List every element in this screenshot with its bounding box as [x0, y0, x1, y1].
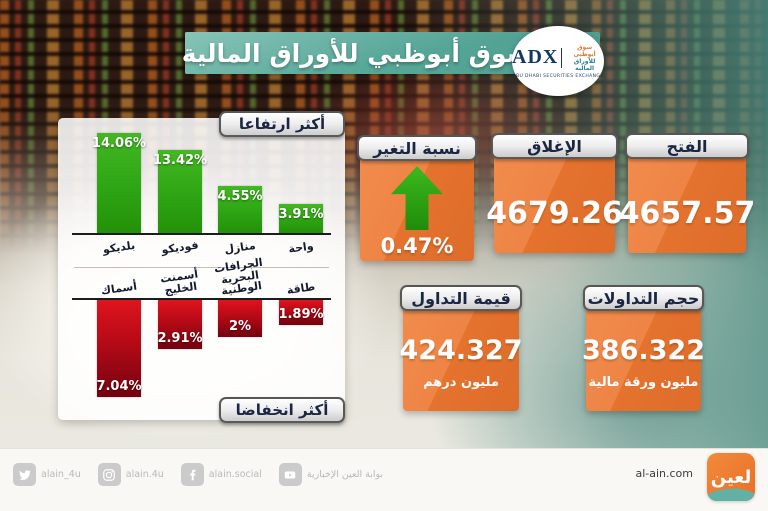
social-row: alain_4u alain.4u alain.social بوابة الع… [13, 463, 400, 486]
trade-value-unit: مليون درهم [423, 375, 499, 390]
website-link[interactable]: al-ain.com [635, 467, 693, 480]
loser-bar-0: 7.04% [96, 300, 142, 397]
bar-value-label: 2.91% [157, 331, 203, 346]
social-instagram[interactable]: alain.4u [97, 463, 164, 486]
trade-volume-box: حجم التداولات 386.322 مليون ورقة مالية [582, 285, 705, 411]
gainer-bar-0: 14.06% [92, 133, 146, 233]
gainer-bar-1: 13.42% [153, 150, 207, 233]
category-label-3: واحة [287, 239, 315, 256]
twitter-handle: alain_4u [41, 469, 81, 480]
up-arrow-icon [391, 166, 443, 230]
bar-value-label: 13.42% [152, 153, 208, 168]
bar-value-label: 14.06% [91, 136, 147, 151]
trade-value-box: قيمة التداول 424.327 مليون درهم [400, 285, 523, 411]
change-box: نسبة التغير 0.47% [357, 135, 477, 261]
page-title: سوق أبوظبي للأوراق المالية [181, 38, 532, 68]
panel-divider [74, 267, 329, 268]
losers-category-labels: أسماك أسمنت الخليج الجرافات البحرية الوطني… [72, 255, 331, 297]
loser-bar-1: 2.91% [157, 300, 203, 349]
adx-abbr: ADX [512, 46, 559, 68]
gainer-bar-3: 3.91% [278, 204, 324, 233]
footer-bar: alain_4u alain.4u alain.social بوابة الع… [0, 448, 768, 511]
open-body: 4657.57 [619, 156, 755, 253]
category-label-3: طاقة [286, 279, 316, 297]
close-label: الإغلاق [491, 133, 618, 159]
open-box: الفتح 4657.57 [619, 133, 755, 253]
loser-bar-2: 2% [218, 300, 262, 337]
losers-chart: 7.04% 2.91% 2% 1.89% [72, 298, 331, 400]
gainers-chart: 14.06% 13.42% 4.55% 3.91% [72, 133, 331, 235]
youtube-icon [278, 463, 302, 486]
adx-logo-row: ADX سوق أبوظبي للأوراق المالية [512, 44, 604, 72]
facebook-icon [180, 463, 204, 486]
adx-divider [561, 47, 563, 68]
change-body: 0.47% [360, 158, 474, 261]
trade-value-body: 424.327 مليون درهم [400, 308, 523, 411]
facebook-handle: alain.social [208, 469, 262, 480]
alain-brand-text: لعين [710, 466, 752, 488]
movers-panel: أكثر ارتفاعا 14.06% 13.42% 4.55% 3.91% بلدي… [58, 111, 345, 423]
trade-value-number: 424.327 [399, 335, 523, 366]
gainers-title: أكثر ارتفاعا [219, 111, 345, 137]
losers-title: أكثر انخفاضا [219, 397, 345, 423]
bar-value-label: 7.04% [96, 379, 142, 394]
instagram-icon [97, 463, 121, 486]
adx-subtext: ABU DHABI SECURITIES EXCHANGE [512, 73, 604, 79]
alain-logo: لعين [707, 453, 755, 501]
close-body: 4679.26 [486, 156, 623, 253]
youtube-handle: بوابة العين الإخبارية [306, 469, 384, 480]
adx-arabic-text: سوق أبوظبي للأوراق المالية [573, 43, 596, 72]
close-value: 4679.26 [486, 196, 623, 231]
loser-bar-3: 1.89% [278, 300, 324, 325]
twitter-icon [13, 463, 36, 486]
gainers-category-labels: بلديكو فوديكو منازل واحة [72, 237, 331, 263]
bar-value-label: 1.89% [278, 307, 324, 322]
trade-volume-label: حجم التداولات [583, 285, 704, 311]
social-twitter[interactable]: alain_4u [13, 463, 81, 486]
bar-value-label: 4.55% [217, 189, 263, 204]
social-youtube[interactable]: بوابة العين الإخبارية [278, 463, 384, 486]
open-label: الفتح [625, 133, 749, 159]
open-value: 4657.57 [618, 196, 756, 231]
close-box: الإغلاق 4679.26 [486, 133, 623, 253]
gainer-bar-2: 4.55% [217, 186, 263, 233]
change-label: نسبة التغير [357, 135, 477, 161]
trade-value-label: قيمة التداول [400, 285, 522, 311]
trade-volume-body: 386.322 مليون ورقة مالية [582, 308, 705, 411]
instagram-handle: alain.4u [125, 469, 164, 480]
bar-value-label: 3.91% [278, 207, 324, 222]
trade-volume-unit: مليون ورقة مالية [588, 375, 699, 390]
change-value: 0.47% [380, 234, 454, 258]
trade-volume-number: 386.322 [582, 335, 705, 366]
social-facebook[interactable]: alain.social [180, 463, 262, 486]
adx-logo: ADX سوق أبوظبي للأوراق المالية ABU DHABI… [512, 26, 604, 96]
bar-value-label: 2% [228, 319, 252, 334]
